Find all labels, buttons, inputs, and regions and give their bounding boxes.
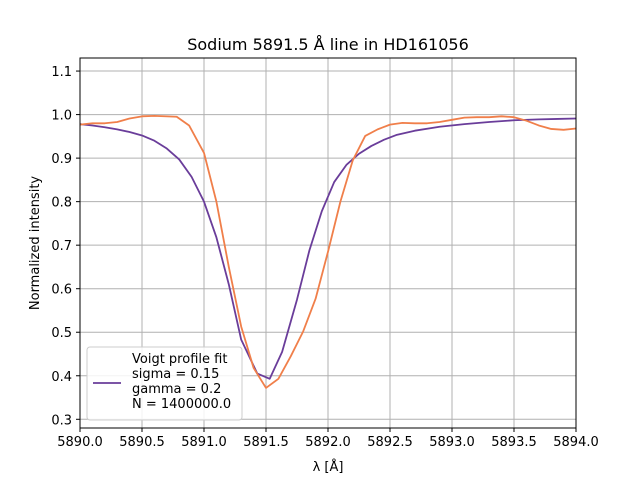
- legend-label-line: N = 1400000.0: [132, 397, 231, 412]
- series-line-1: [79, 117, 577, 380]
- legend-label-line: gamma = 0.2: [132, 382, 221, 397]
- x-tick-label: 5892.0: [305, 435, 351, 450]
- chart-title: Sodium 5891.5 Å line in HD161056: [187, 35, 469, 54]
- y-tick-label: 0.5: [51, 326, 72, 341]
- series-line-2: [79, 114, 577, 389]
- legend-label-line: sigma = 0.15: [132, 367, 219, 382]
- legend-box: [86, 346, 243, 421]
- y-axis-title: Normalized intensity: [28, 176, 43, 311]
- y-tick-label: 0.6: [51, 283, 72, 298]
- x-tick-label: 5894.0: [553, 435, 599, 450]
- y-tick-label: 1.0: [51, 109, 72, 124]
- x-tick-label: 5893.0: [429, 435, 475, 450]
- y-tick-label: 1.1: [51, 65, 72, 80]
- legend-label-line: Voigt profile fit: [132, 352, 227, 367]
- y-tick-label: 0.7: [51, 239, 72, 254]
- y-tick-label: 0.4: [51, 370, 72, 385]
- y-tick-label: 0.9: [51, 152, 72, 167]
- x-axis-title: λ [Å]: [313, 459, 344, 475]
- x-tick-label: 5893.5: [491, 435, 537, 450]
- series-layer: [79, 114, 577, 389]
- x-tick-label: 5890.0: [57, 435, 103, 450]
- y-tick-label: 0.3: [51, 413, 72, 428]
- x-tick-label: 5891.5: [243, 435, 289, 450]
- y-tick-label: 0.8: [51, 196, 72, 211]
- x-tick-label: 5890.5: [119, 435, 165, 450]
- axis-ticks: 5890.0 5890.5 5891.0 5891.5 5892.0 5892.5 5893…: [51, 65, 598, 450]
- x-tick-label: 5891.0: [181, 435, 227, 450]
- x-tick-label: 5892.5: [367, 435, 413, 450]
